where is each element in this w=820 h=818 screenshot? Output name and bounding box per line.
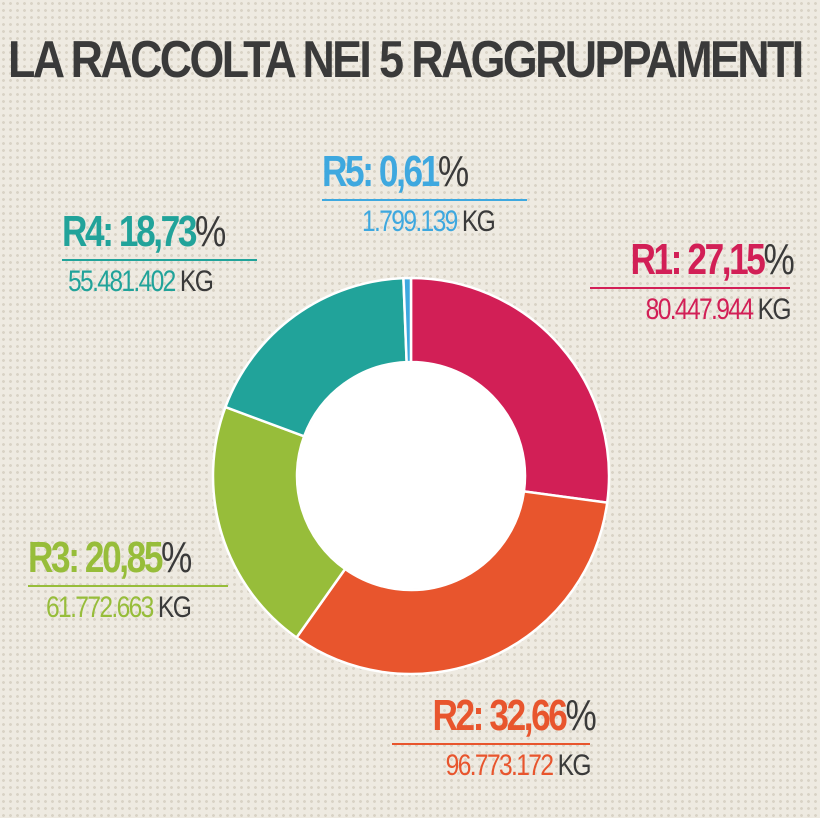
label-r3-pct: %	[161, 533, 192, 582]
label-r4-kg: 55.481.402	[68, 265, 176, 298]
label-r3: R3: 20,85% 61.772.663 KG	[28, 534, 233, 625]
label-r5-kg: 1.799.139	[362, 205, 458, 238]
donut-hole	[298, 363, 524, 589]
label-r5-value: 0,61	[378, 147, 440, 196]
label-r1-rule	[590, 287, 790, 289]
label-r2-pct: %	[565, 691, 596, 740]
label-r4: R4: 18,73% 55.481.402 KG	[62, 208, 262, 299]
label-r5-name: R5:	[322, 147, 374, 196]
label-r3-name: R3:	[28, 533, 80, 582]
label-r2-name: R2:	[432, 691, 484, 740]
label-r1-value: 27,15	[687, 235, 765, 284]
label-r2-kg: 96.773.172	[445, 749, 554, 782]
label-r1-unit: KG	[757, 293, 792, 326]
label-r5: R5: 0,61% 1.799.139 KG	[322, 148, 527, 239]
label-r4-value: 18,73	[118, 207, 197, 256]
label-r3-rule	[28, 585, 228, 587]
label-r4-unit: KG	[179, 265, 214, 298]
label-r2-rule	[392, 743, 590, 745]
label-r2-value: 32,66	[489, 691, 567, 740]
label-r2-unit: KG	[557, 749, 592, 782]
label-r5-unit: KG	[461, 205, 496, 238]
donut-slice-r2	[294, 489, 609, 676]
label-r4-pct: %	[195, 207, 226, 256]
label-r1-pct: %	[763, 235, 794, 284]
label-r4-rule	[62, 259, 257, 261]
label-r3-kg: 61.772.663	[46, 591, 154, 624]
label-r5-rule	[322, 199, 527, 201]
label-r1-kg: 80.447.944	[645, 293, 754, 326]
donut-slice-r3	[211, 405, 347, 640]
donut-slice-r5	[402, 276, 413, 364]
label-r1-name: R1:	[630, 235, 682, 284]
label-r3-unit: KG	[157, 591, 192, 624]
label-r3-value: 20,85	[84, 533, 163, 582]
donut-slice-r1	[409, 276, 611, 505]
label-r4-name: R4:	[62, 207, 114, 256]
label-r1: R1: 27,15% 80.447.944 KG	[590, 235, 795, 327]
label-r5-pct: %	[437, 147, 469, 196]
chart-title: LA RACCOLTA NEI 5 RAGGRUPPAMENTI	[8, 31, 804, 89]
label-r2: R2: 32,66% 96.773.172 KG	[392, 691, 597, 783]
